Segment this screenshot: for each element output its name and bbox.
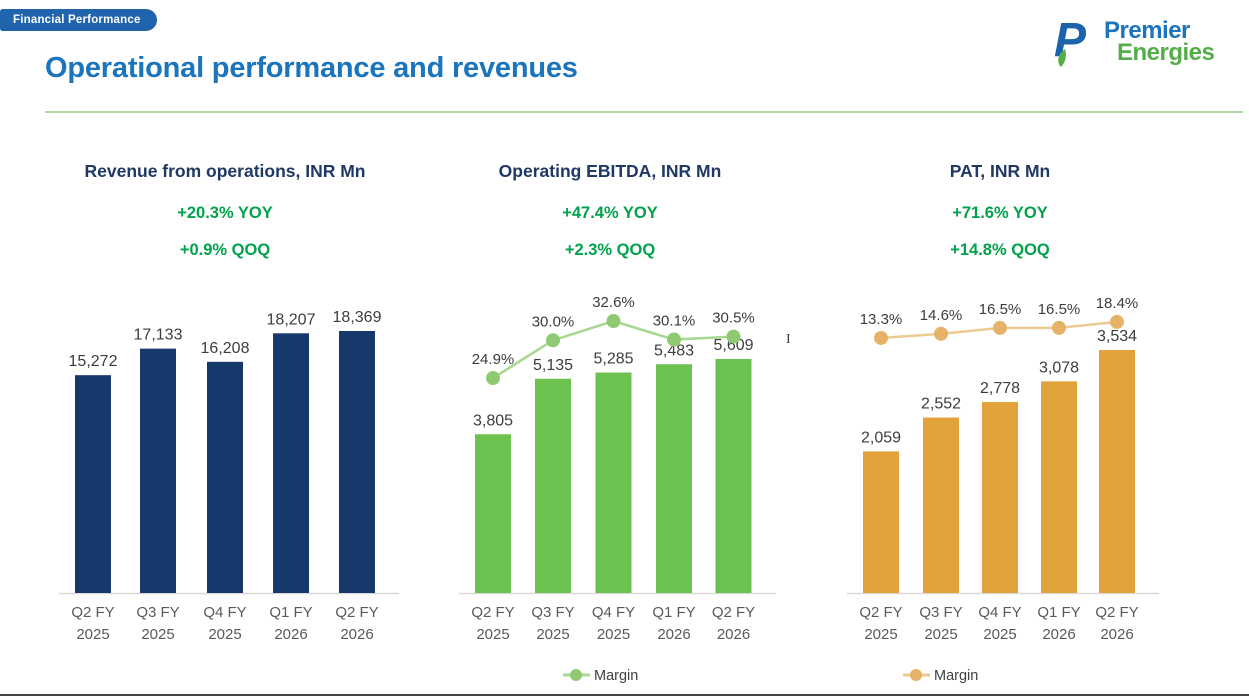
- svg-text:2026: 2026: [1100, 626, 1133, 643]
- section-badge-label: Financial Performance: [13, 14, 141, 26]
- svg-text:2026: 2026: [657, 626, 690, 643]
- svg-text:Q4 FY: Q4 FY: [592, 604, 635, 621]
- svg-text:Q3 FY: Q3 FY: [919, 604, 962, 621]
- svg-text:18.4%: 18.4%: [1096, 295, 1139, 312]
- svg-text:2025: 2025: [864, 626, 897, 643]
- svg-text:Q2 FY: Q2 FY: [1095, 604, 1138, 621]
- svg-text:2025: 2025: [208, 626, 241, 643]
- logo-word-energies: Energies: [1117, 39, 1215, 67]
- ebitda-stats: +47.4% YOY +2.3% QOQ: [440, 203, 780, 260]
- svg-text:13.3%: 13.3%: [860, 311, 903, 328]
- svg-text:Q2 FY: Q2 FY: [335, 604, 378, 621]
- pat-stats: +71.6% YOY +14.8% QOQ: [825, 203, 1175, 260]
- slide-bottom-edge: [0, 694, 1249, 696]
- revenue-yoy-stat: +20.3% YOY: [177, 204, 273, 222]
- svg-text:Q2 FY: Q2 FY: [71, 604, 114, 621]
- svg-text:2026: 2026: [274, 626, 307, 643]
- svg-text:30.0%: 30.0%: [532, 313, 575, 330]
- pat-qoq-stat: +14.8% QOQ: [950, 241, 1050, 259]
- revenue-qoq-stat: +0.9% QOQ: [179, 241, 271, 259]
- svg-text:2,552: 2,552: [921, 396, 961, 413]
- svg-text:16.5%: 16.5%: [979, 301, 1022, 318]
- ebitda-chart-title: Operating EBITDA, INR Mn: [498, 161, 722, 181]
- svg-text:Q1 FY: Q1 FY: [269, 604, 312, 621]
- svg-text:18,369: 18,369: [333, 309, 382, 326]
- page-title: Operational performance and revenues: [45, 52, 578, 84]
- svg-text:16,208: 16,208: [201, 340, 250, 357]
- svg-text:2025: 2025: [476, 626, 509, 643]
- svg-text:2025: 2025: [536, 626, 569, 643]
- svg-text:2025: 2025: [597, 626, 630, 643]
- svg-text:5,483: 5,483: [654, 342, 694, 359]
- svg-text:2,059: 2,059: [861, 429, 901, 446]
- svg-text:3,534: 3,534: [1097, 328, 1137, 345]
- svg-text:3,805: 3,805: [473, 412, 513, 429]
- svg-text:Q3 FY: Q3 FY: [136, 604, 179, 621]
- revenue-chart-title: Revenue from operations, INR Mn: [84, 161, 366, 181]
- svg-text:5,135: 5,135: [533, 357, 573, 374]
- svg-text:2025: 2025: [924, 626, 957, 643]
- section-badge: Financial Performance: [0, 9, 157, 31]
- premier-energies-logo-icon: P: [1054, 14, 1087, 67]
- svg-text:30.5%: 30.5%: [712, 310, 755, 327]
- pat-yoy-stat: +71.6% YOY: [952, 204, 1048, 222]
- svg-text:Q3 FY: Q3 FY: [531, 604, 574, 621]
- svg-text:16.5%: 16.5%: [1038, 301, 1081, 318]
- revenue-bar-chart: 15,272 Q2 FY 2025 17,133 Q3 FY 2025 16,208 Q4 F…: [59, 309, 399, 643]
- svg-text:15,272: 15,272: [69, 353, 118, 370]
- svg-text:32.6%: 32.6%: [592, 295, 635, 311]
- svg-text:2025: 2025: [141, 626, 174, 643]
- svg-text:Margin: Margin: [594, 668, 638, 684]
- stray-cursor-artifact: I: [786, 332, 791, 347]
- title-underline: [45, 111, 1243, 113]
- svg-text:24.9%: 24.9%: [472, 351, 515, 368]
- svg-text:5,609: 5,609: [713, 337, 753, 354]
- svg-text:Q4 FY: Q4 FY: [978, 604, 1021, 621]
- revenue-chart-section: Revenue from operations, INR Mn +20.3% Y…: [40, 160, 410, 643]
- svg-text:Q2 FY: Q2 FY: [471, 604, 514, 621]
- ebitda-qoq-stat: +2.3% QOQ: [564, 241, 656, 259]
- ebitda-bar-line-chart: 3,805 Q2 FY 2025 5,135 Q3 FY 2025 5,285 Q4 FY 20…: [459, 295, 776, 684]
- svg-text:Q4 FY: Q4 FY: [203, 604, 246, 621]
- logo-word-premier: Premier: [1104, 17, 1190, 44]
- svg-text:Margin: Margin: [934, 668, 978, 684]
- logo-wordmark: Premier Energies: [1104, 17, 1215, 67]
- svg-text:Q2 FY: Q2 FY: [859, 604, 902, 621]
- svg-text:30.1%: 30.1%: [653, 313, 696, 330]
- svg-text:17,133: 17,133: [134, 327, 183, 344]
- svg-text:Q2 FY: Q2 FY: [712, 604, 755, 621]
- pat-chart-section: PAT, INR Mn +71.6% YOY +14.8% QOQ 2,059 Q…: [825, 160, 1175, 684]
- svg-text:18,207: 18,207: [267, 311, 316, 328]
- svg-text:2025: 2025: [983, 626, 1016, 643]
- pat-bar-line-chart: 2,059 Q2 FY 2025 2,552 Q3 FY 2025 2,778 Q4 FY 20…: [847, 295, 1159, 684]
- svg-text:2026: 2026: [340, 626, 373, 643]
- svg-text:2,778: 2,778: [980, 380, 1020, 397]
- premier-energies-logo: P Premier Energies: [1052, 12, 1215, 68]
- ebitda-chart-section: Operating EBITDA, INR Mn +47.4% YOY +2.3…: [440, 160, 780, 684]
- svg-text:2025: 2025: [76, 626, 109, 643]
- svg-text:5,285: 5,285: [593, 351, 633, 368]
- ebitda-yoy-stat: +47.4% YOY: [562, 204, 658, 222]
- svg-text:Q1 FY: Q1 FY: [1037, 604, 1080, 621]
- svg-text:2026: 2026: [1042, 626, 1075, 643]
- svg-text:14.6%: 14.6%: [920, 307, 963, 324]
- pat-chart-title: PAT, INR Mn: [949, 161, 1051, 181]
- svg-text:3,078: 3,078: [1039, 359, 1079, 376]
- svg-text:2026: 2026: [717, 626, 750, 643]
- revenue-stats: +20.3% YOY +0.9% QOQ: [40, 203, 410, 260]
- svg-text:Q1 FY: Q1 FY: [652, 604, 695, 621]
